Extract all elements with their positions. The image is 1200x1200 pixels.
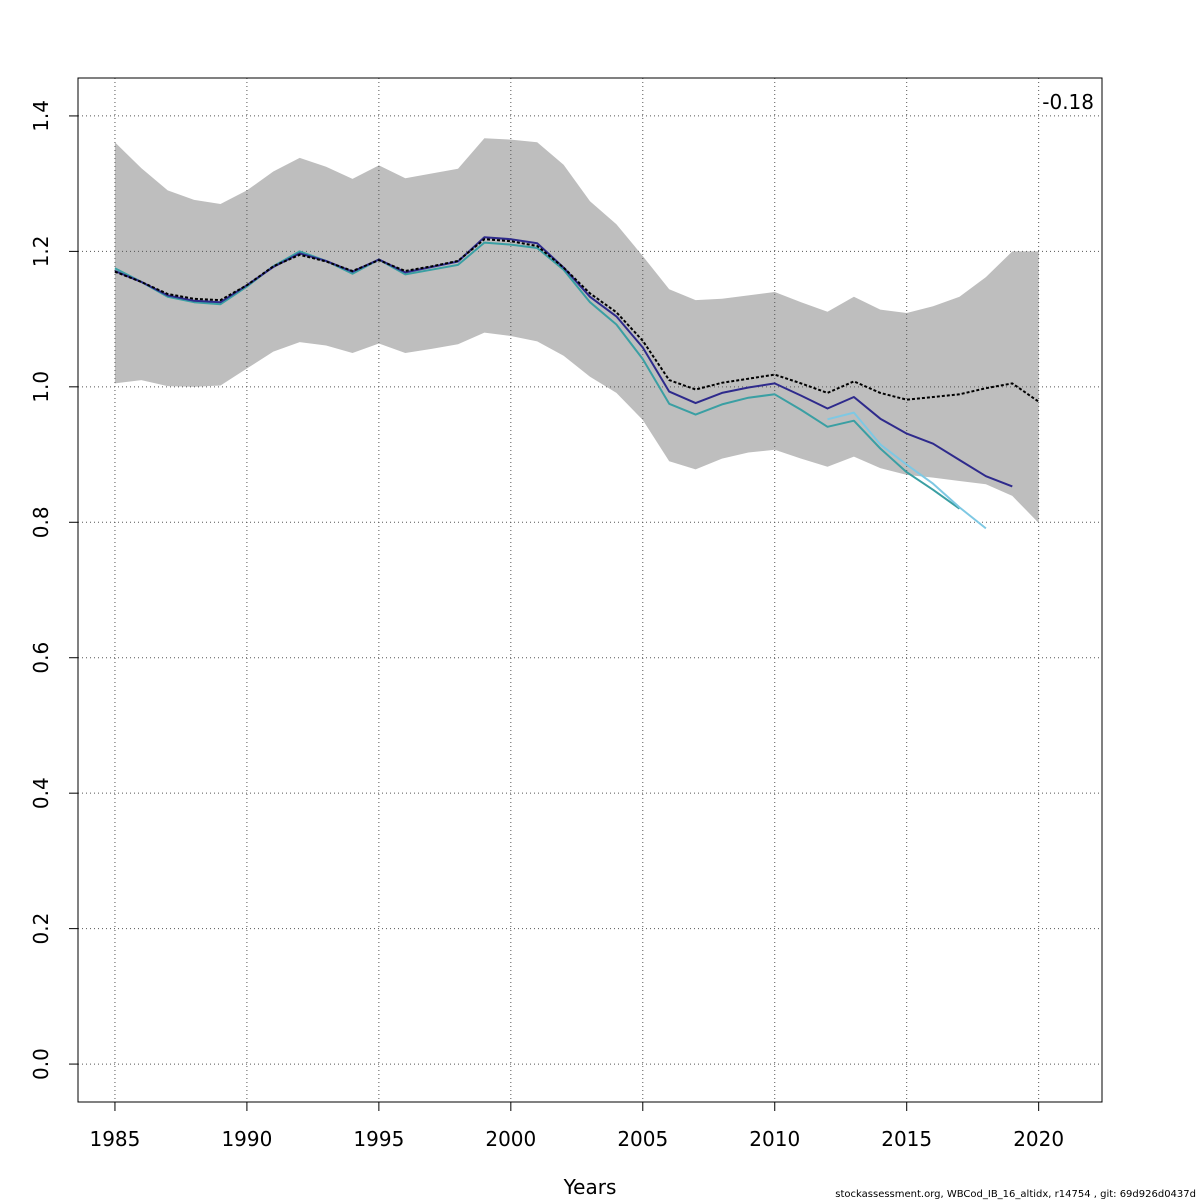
x-tick-label: 1995 <box>353 1127 404 1151</box>
x-tick-label: 1990 <box>221 1127 272 1151</box>
y-tick-label: 0.4 <box>29 777 53 809</box>
series-line-1 <box>114 238 1040 403</box>
y-tick-label: 0.0 <box>29 1048 53 1080</box>
annotation-label: -0.18 <box>1042 90 1094 114</box>
series-layer <box>114 236 1040 530</box>
x-tick-label: 2005 <box>617 1127 668 1151</box>
y-axis: 0.0 0.2 0.4 0.6 0.8 1.0 1.2 1.4 <box>29 100 79 1080</box>
y-tick-label: 0.8 <box>29 506 53 538</box>
x-tick-label: 2010 <box>749 1127 800 1151</box>
x-tick-label: 2015 <box>881 1127 932 1151</box>
x-axis-title: Years <box>563 1175 617 1199</box>
y-tick-label: 0.2 <box>29 913 53 945</box>
y-tick-label: 0.6 <box>29 642 53 674</box>
y-tick-label: 1.2 <box>29 235 53 267</box>
series-line-4 <box>827 411 987 530</box>
y-tick-label: 1.4 <box>29 100 53 132</box>
footer-note: stockassessment.org, WBCod_IB_16_altidx,… <box>835 1189 1196 1200</box>
x-tick-label: 2020 <box>1013 1127 1064 1151</box>
x-tick-label: 1985 <box>89 1127 140 1151</box>
grid-layer <box>78 78 1102 1102</box>
x-axis: 1985 1990 1995 2000 2005 2010 2015 2020 <box>89 1101 1064 1151</box>
y-tick-label: 1.0 <box>29 371 53 403</box>
x-tick-label: 2000 <box>485 1127 536 1151</box>
confidence-band <box>114 138 1039 524</box>
confidence-band-layer <box>114 138 1039 524</box>
